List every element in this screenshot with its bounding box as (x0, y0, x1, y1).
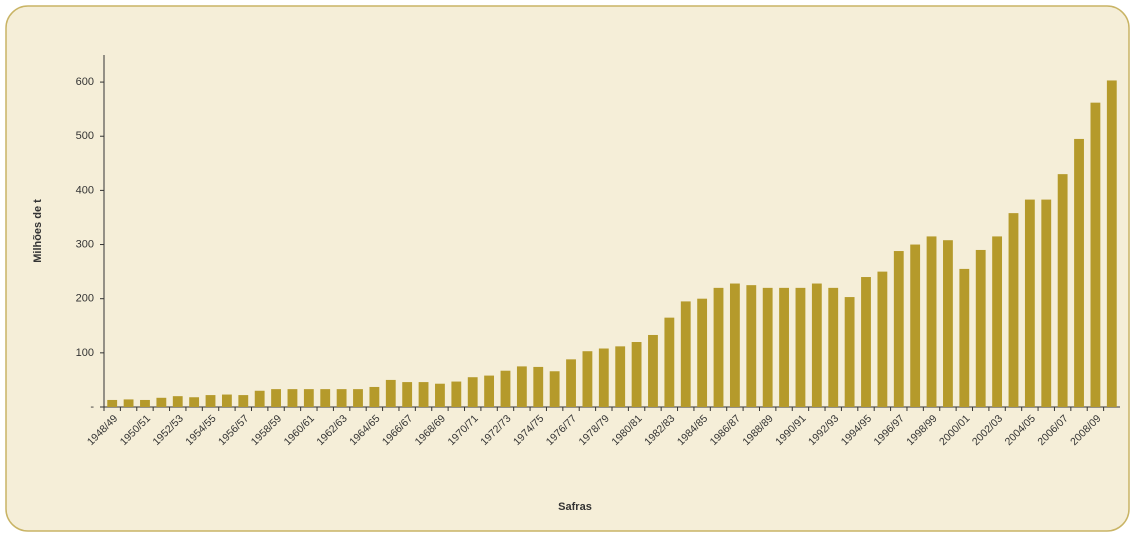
bar (221, 394, 232, 407)
y-axis-title: Milhões de t (32, 199, 44, 263)
bar (320, 389, 331, 407)
bar (729, 283, 740, 407)
bar (254, 390, 265, 407)
bar (140, 399, 150, 407)
bar (746, 285, 757, 407)
bar (664, 317, 675, 407)
bar (156, 397, 167, 407)
y-tick-label: 500 (76, 130, 94, 142)
bar (123, 399, 134, 407)
bar (943, 240, 953, 407)
bar (516, 366, 527, 407)
bar (926, 236, 937, 407)
bar (795, 287, 806, 407)
bar (910, 244, 921, 407)
y-tick-label: - (90, 401, 94, 413)
bar (975, 249, 986, 407)
bar (713, 287, 724, 407)
bar (893, 251, 904, 407)
bar (615, 346, 626, 407)
bar (844, 297, 855, 407)
bar (582, 351, 593, 407)
bar (369, 386, 380, 407)
y-tick-label: 400 (76, 184, 94, 196)
bar (500, 370, 511, 407)
bar (598, 348, 609, 407)
y-tick-label: 200 (76, 293, 94, 305)
bar (205, 395, 216, 407)
y-tick-label: 100 (76, 347, 94, 359)
panel (5, 5, 1130, 532)
bar (287, 389, 298, 407)
bar (1057, 174, 1068, 407)
bar (533, 366, 544, 407)
x-axis-title: Safras (558, 501, 592, 513)
bar (484, 375, 495, 407)
y-tick-label: 600 (76, 76, 94, 88)
bar (1074, 138, 1084, 407)
bar (385, 379, 396, 407)
bar (549, 371, 560, 407)
bar (435, 383, 445, 407)
bar (861, 277, 871, 407)
bar (811, 283, 822, 407)
bar (402, 382, 413, 407)
bar (631, 342, 642, 407)
bar (1106, 80, 1117, 408)
bar (697, 298, 708, 407)
bar (762, 287, 773, 407)
bar (1024, 199, 1035, 407)
bar (877, 271, 888, 407)
bar (828, 287, 839, 407)
bar (959, 268, 970, 407)
bar (467, 377, 478, 407)
bar (271, 389, 281, 407)
bar (172, 396, 183, 407)
bar (451, 381, 462, 407)
bar (566, 359, 576, 407)
bar (1008, 213, 1019, 407)
bar (648, 334, 658, 407)
bar (353, 389, 363, 407)
bar (303, 389, 314, 407)
bar (680, 301, 691, 407)
bar (418, 382, 429, 407)
bar (1041, 199, 1052, 407)
bar (1090, 102, 1101, 407)
bar (779, 287, 789, 407)
bar (107, 399, 118, 407)
bar (992, 236, 1003, 407)
bar (189, 397, 200, 407)
bar (238, 395, 249, 407)
y-tick-label: 300 (76, 238, 94, 250)
bar (336, 389, 347, 407)
